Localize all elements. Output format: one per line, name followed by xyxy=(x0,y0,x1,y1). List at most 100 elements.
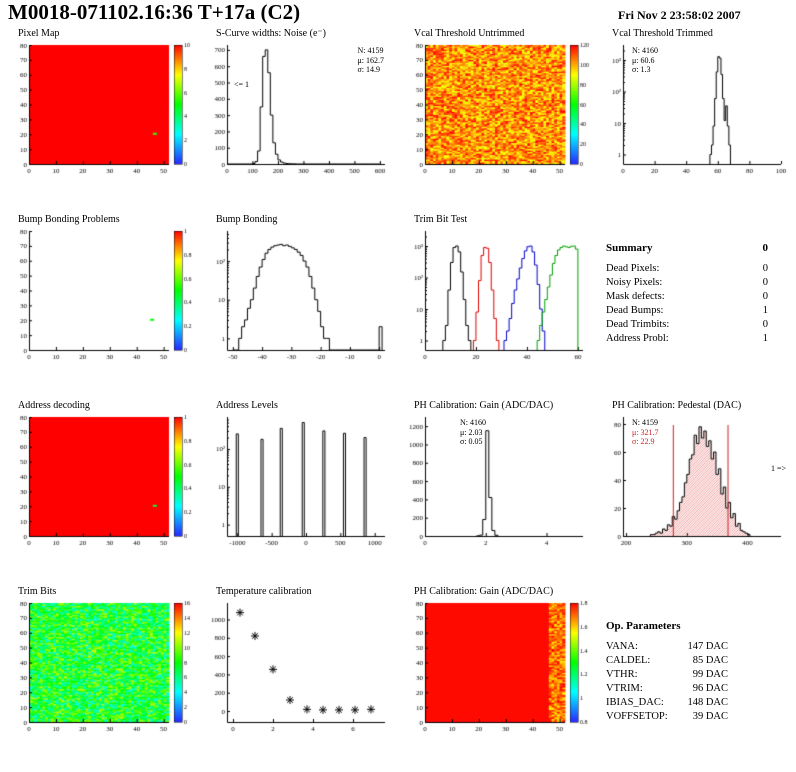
op-parameter-row: IBIAS_DAC: 148 DAC xyxy=(606,696,728,710)
temperature-calibration-scatter xyxy=(200,598,396,738)
stat-mean: μ: 2.03 xyxy=(460,427,483,437)
cell-trim-bits-map: Trim Bits xyxy=(2,586,200,772)
summary-label: Dead Pixels: xyxy=(606,263,660,274)
cell-ph-gain-map: PH Calibration: Gain (ADC/DAC) xyxy=(398,586,596,772)
op-parameter-label: IBIAS_DAC: xyxy=(606,697,664,708)
ph-gain-heatmap xyxy=(398,598,594,738)
summary-row: Dead Pixels: 0 xyxy=(606,262,768,276)
cell-ph-pedestal: PH Calibration: Pedestal (DAC) N: 4159 μ… xyxy=(596,400,794,586)
stat-entries: N: 4159 xyxy=(357,46,384,55)
chart-title-ph-gain-map: PH Calibration: Gain (ADC/DAC) xyxy=(414,586,554,597)
stat-entries: N: 4160 xyxy=(460,418,486,427)
page-title: M0018-071102.16:36 T+17a (C2) xyxy=(8,0,301,24)
stat-entries: N: 4160 xyxy=(632,46,658,55)
address-decoding-heatmap xyxy=(2,412,198,552)
cell-pixel-map: Pixel Map xyxy=(2,28,200,214)
chart-title-temperature-calibration: Temperature calibration xyxy=(216,586,312,597)
stat-mean: μ: 60.6 xyxy=(632,55,655,65)
cell-scurve-noise: S-Curve widths: Noise (e⁻) N: 4159 μ: 16… xyxy=(200,28,398,214)
cell-bump-problems: Bump Bonding Problems xyxy=(2,214,200,400)
cell-summary: Summary 0 Dead Pixels: 0 Noisy Pixels: 0 M… xyxy=(596,214,794,400)
op-parameters-title: Op. Parameters xyxy=(606,620,681,632)
cell-trim-bit-test: Trim Bit Test xyxy=(398,214,596,400)
chart-title-bump-problems: Bump Bonding Problems xyxy=(18,214,120,225)
summary-label: Dead Bumps: xyxy=(606,305,664,316)
chart-title-trim-bits-map: Trim Bits xyxy=(18,586,57,597)
op-parameter-label: VANA: xyxy=(606,641,638,652)
op-parameter-row: VANA: 147 DAC xyxy=(606,640,728,654)
summary-header: Summary 0 xyxy=(606,242,768,254)
op-parameter-value: 99 DAC xyxy=(692,669,728,680)
summary-row: Address Probl: 1 xyxy=(606,332,768,346)
timestamp: Fri Nov 2 23:58:02 2007 xyxy=(618,8,741,22)
op-parameter-value: 148 DAC xyxy=(687,697,728,708)
pixel-map-heatmap xyxy=(2,40,198,180)
op-parameter-value: 147 DAC xyxy=(687,641,728,652)
scurve-noise-histogram xyxy=(200,40,396,180)
stat-sigma: σ: 14.9 xyxy=(357,65,381,74)
vcal-untrimmed-heatmap xyxy=(398,40,594,180)
op-parameter-label: VTHR: xyxy=(606,669,638,680)
op-parameter-row: VTHR: 99 DAC xyxy=(606,668,728,682)
stat-entries: N: 4159 xyxy=(632,418,658,427)
cell-op-parameters: Op. Parameters VANA: 147 DAC CALDEL: 85 DA… xyxy=(596,586,794,772)
summary-value: 0 xyxy=(762,291,768,302)
summary-label: Mask defects: xyxy=(606,291,665,302)
trim-bit-test-histogram xyxy=(398,226,594,366)
summary-value: 0 xyxy=(762,319,768,330)
chart-title-ph-gain-hist: PH Calibration: Gain (ADC/DAC) xyxy=(414,400,554,411)
summary-value: 0 xyxy=(762,277,768,288)
stats-box-vcal-trimmed: N: 4160 μ: 60.6 σ: 1.3 xyxy=(632,46,658,75)
summary-label: Noisy Pixels: xyxy=(606,277,663,288)
stat-sigma: σ: 1.3 xyxy=(632,65,651,74)
op-parameter-value: 39 DAC xyxy=(692,711,728,722)
op-parameter-row: VOFFSETOP: 39 DAC xyxy=(606,710,728,724)
summary-value: 1 xyxy=(762,333,768,344)
chart-title-ph-pedestal: PH Calibration: Pedestal (DAC) xyxy=(612,400,742,411)
chart-title-address-decoding: Address decoding xyxy=(18,400,90,411)
summary-value: 1 xyxy=(762,305,768,316)
op-parameter-row: CALDEL: 85 DAC xyxy=(606,654,728,668)
stat-mean: μ: 162.7 xyxy=(357,55,384,65)
chart-title-pixel-map: Pixel Map xyxy=(18,28,60,39)
cell-vcal-untrimmed: Vcal Threshold Untrimmed xyxy=(398,28,596,214)
chart-title-trim-bit-test: Trim Bit Test xyxy=(414,214,468,225)
stats-box-ph-gain: N: 4160 μ: 2.03 σ: 0.05 xyxy=(460,418,486,447)
cell-ph-gain-hist: PH Calibration: Gain (ADC/DAC) N: 4160 μ… xyxy=(398,400,596,586)
op-parameter-label: VOFFSETOP: xyxy=(606,711,668,722)
plot-grid: Pixel Map S-Curve widths: Noise (e⁻) N: … xyxy=(2,28,794,772)
chart-title-scurve-noise: S-Curve widths: Noise (e⁻) xyxy=(216,28,326,39)
chart-title-vcal-trimmed: Vcal Threshold Trimmed xyxy=(612,28,713,39)
summary-label: Dead Trimbits: xyxy=(606,319,670,330)
op-parameter-label: CALDEL: xyxy=(606,655,651,666)
summary-label: Address Probl: xyxy=(606,333,669,344)
summary-panel: Summary 0 Dead Pixels: 0 Noisy Pixels: 0 M… xyxy=(606,242,768,346)
summary-title: Summary xyxy=(606,242,653,254)
summary-row: Dead Trimbits: 0 xyxy=(606,318,768,332)
op-parameter-label: VTRIM: xyxy=(606,683,643,694)
summary-row: Mask defects: 0 xyxy=(606,290,768,304)
ph-pedestal-histogram xyxy=(596,412,792,552)
bump-bonding-histogram xyxy=(200,226,396,366)
summary-value: 0 xyxy=(762,263,768,274)
stats-box-scurve: N: 4159 μ: 162.7 σ: 14.9 xyxy=(357,46,384,75)
annotation-underflow: <= 1 xyxy=(234,80,250,89)
chart-title-vcal-untrimmed: Vcal Threshold Untrimmed xyxy=(414,28,525,39)
chart-title-address-levels: Address Levels xyxy=(216,400,278,411)
summary-row: Noisy Pixels: 0 xyxy=(606,276,768,290)
cell-vcal-trimmed: Vcal Threshold Trimmed N: 4160 μ: 60.6 σ… xyxy=(596,28,794,214)
op-parameters-panel: Op. Parameters VANA: 147 DAC CALDEL: 85 DA… xyxy=(606,620,728,724)
cell-bump-bonding: Bump Bonding xyxy=(200,214,398,400)
address-levels-histogram xyxy=(200,412,396,552)
op-parameter-row: VTRIM: 96 DAC xyxy=(606,682,728,696)
op-parameters-header: Op. Parameters xyxy=(606,620,728,632)
summary-row: Dead Bumps: 1 xyxy=(606,304,768,318)
vcal-trimmed-histogram xyxy=(596,40,792,180)
stat-mean: μ: 321.7 xyxy=(632,427,659,437)
chart-title-bump-bonding: Bump Bonding xyxy=(216,214,278,225)
stat-sigma: σ: 0.05 xyxy=(460,437,483,446)
bump-problems-heatmap xyxy=(2,226,198,366)
ph-gain-histogram xyxy=(398,412,594,552)
annotation-overflow: 1 => xyxy=(770,464,786,473)
stat-sigma: σ: 22.9 xyxy=(632,437,655,446)
